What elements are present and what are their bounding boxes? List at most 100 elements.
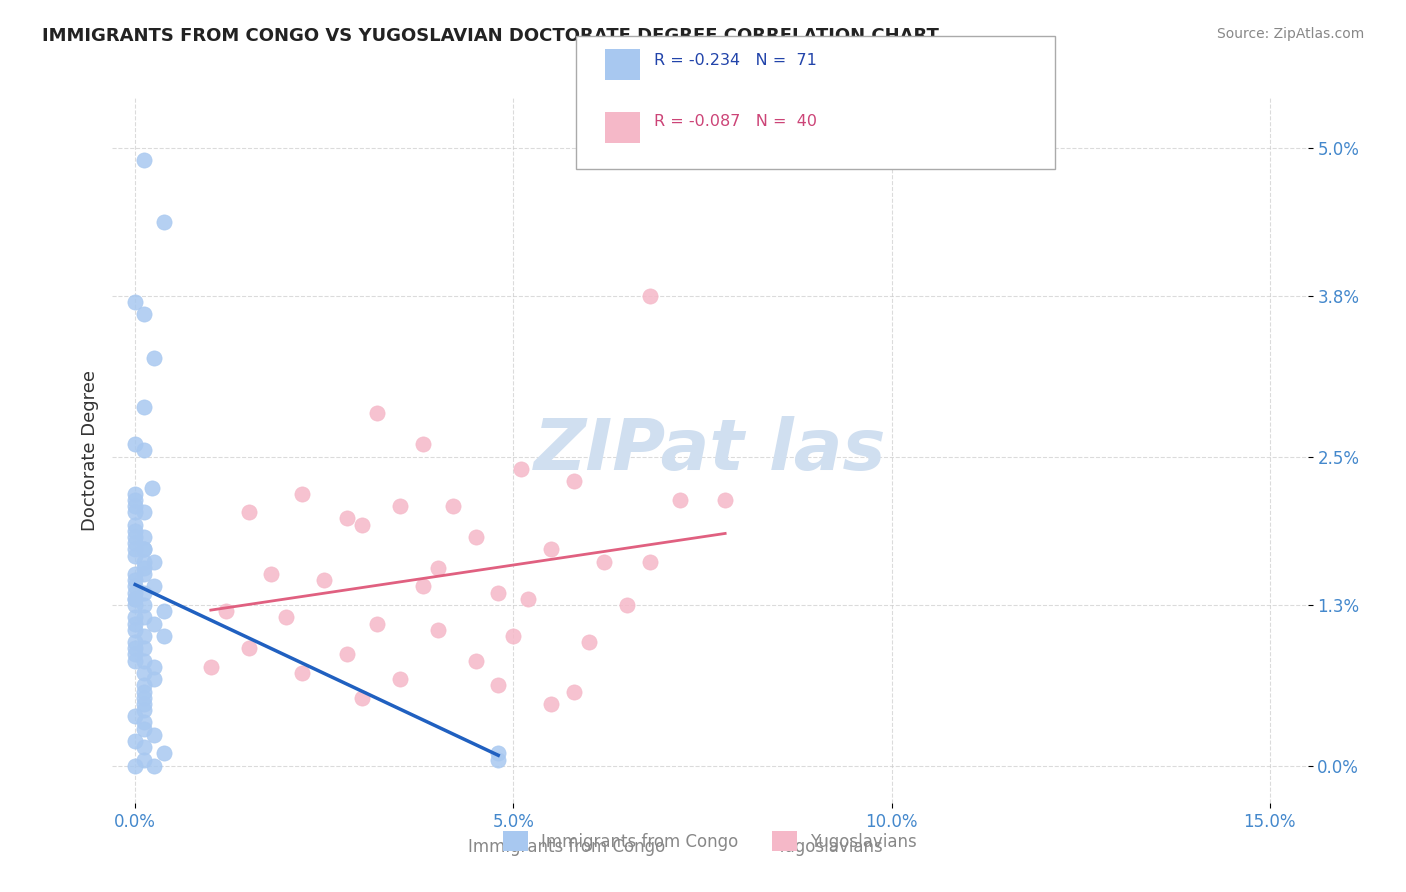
Point <box>153 747 176 761</box>
Point <box>134 542 156 557</box>
Point <box>486 678 509 692</box>
Point <box>124 524 146 538</box>
Point <box>124 635 146 649</box>
Point <box>134 722 156 736</box>
Text: Source: ZipAtlas.com: Source: ZipAtlas.com <box>1216 27 1364 41</box>
Point <box>336 648 359 662</box>
Point <box>124 623 146 637</box>
Point <box>562 475 585 489</box>
Point <box>290 487 312 501</box>
Point <box>143 660 166 674</box>
Text: ZIPat las: ZIPat las <box>534 416 886 485</box>
Point <box>124 641 146 656</box>
Point <box>134 703 156 717</box>
Point <box>124 585 146 599</box>
Point <box>134 567 156 582</box>
Point <box>124 549 146 563</box>
Point <box>290 665 312 680</box>
Point <box>134 530 156 544</box>
Point <box>124 598 146 612</box>
Point <box>134 654 156 668</box>
Point <box>134 598 156 612</box>
Point <box>134 400 156 414</box>
Point <box>124 542 146 557</box>
Point <box>143 555 166 569</box>
Point <box>412 437 434 451</box>
Point <box>238 641 260 656</box>
Point <box>134 740 156 755</box>
Point <box>153 604 176 618</box>
Point <box>124 487 146 501</box>
Point <box>668 492 690 507</box>
Point <box>124 505 146 519</box>
Point <box>124 654 146 668</box>
Point <box>502 629 524 643</box>
Text: Immigrants from Congo: Immigrants from Congo <box>468 838 665 856</box>
Point <box>134 585 156 599</box>
Point <box>134 443 156 458</box>
Point <box>441 499 464 513</box>
Point <box>366 616 388 631</box>
Point <box>352 517 374 532</box>
Point <box>124 616 146 631</box>
Point <box>124 492 146 507</box>
Point <box>200 660 222 674</box>
Point <box>366 406 388 420</box>
Point <box>134 752 156 766</box>
Point <box>134 153 156 167</box>
Point <box>143 672 166 686</box>
Point <box>388 672 411 686</box>
Point <box>124 579 146 593</box>
Point <box>124 734 146 748</box>
Point <box>134 697 156 711</box>
Point <box>134 684 156 698</box>
Point <box>124 517 146 532</box>
Point <box>134 555 156 569</box>
Y-axis label: Doctorate Degree: Doctorate Degree <box>80 370 98 531</box>
Point <box>616 598 638 612</box>
Point <box>134 678 156 692</box>
Point <box>510 462 533 476</box>
Point <box>517 591 540 606</box>
Point <box>124 295 146 310</box>
Point <box>714 492 737 507</box>
Text: R = -0.234   N =  71: R = -0.234 N = 71 <box>654 54 817 68</box>
Point <box>486 585 509 599</box>
Point <box>134 629 156 643</box>
Text: Yugoslavians: Yugoslavians <box>776 838 883 856</box>
Point <box>134 505 156 519</box>
Point <box>134 690 156 705</box>
Point <box>134 610 156 624</box>
Point <box>464 530 486 544</box>
Point <box>388 499 411 513</box>
Point <box>134 665 156 680</box>
Point <box>426 623 449 637</box>
Point <box>314 574 336 588</box>
Point <box>141 481 163 495</box>
Point <box>638 289 661 303</box>
Point <box>426 561 449 575</box>
Point <box>143 616 166 631</box>
Point <box>124 536 146 550</box>
Point <box>134 561 156 575</box>
Point <box>260 567 283 582</box>
Point <box>143 758 166 772</box>
Point <box>276 610 298 624</box>
Text: IMMIGRANTS FROM CONGO VS YUGOSLAVIAN DOCTORATE DEGREE CORRELATION CHART: IMMIGRANTS FROM CONGO VS YUGOSLAVIAN DOC… <box>42 27 939 45</box>
Point <box>124 648 146 662</box>
Point <box>464 654 486 668</box>
Point <box>153 629 176 643</box>
Point <box>238 505 260 519</box>
Point <box>124 758 146 772</box>
Point <box>143 579 166 593</box>
Point <box>593 555 616 569</box>
Point <box>486 747 509 761</box>
Point <box>134 715 156 730</box>
Point <box>134 641 156 656</box>
Point <box>124 591 146 606</box>
Point <box>153 215 176 229</box>
Point <box>124 437 146 451</box>
Point <box>540 542 562 557</box>
Point <box>336 511 359 525</box>
Point <box>124 709 146 723</box>
